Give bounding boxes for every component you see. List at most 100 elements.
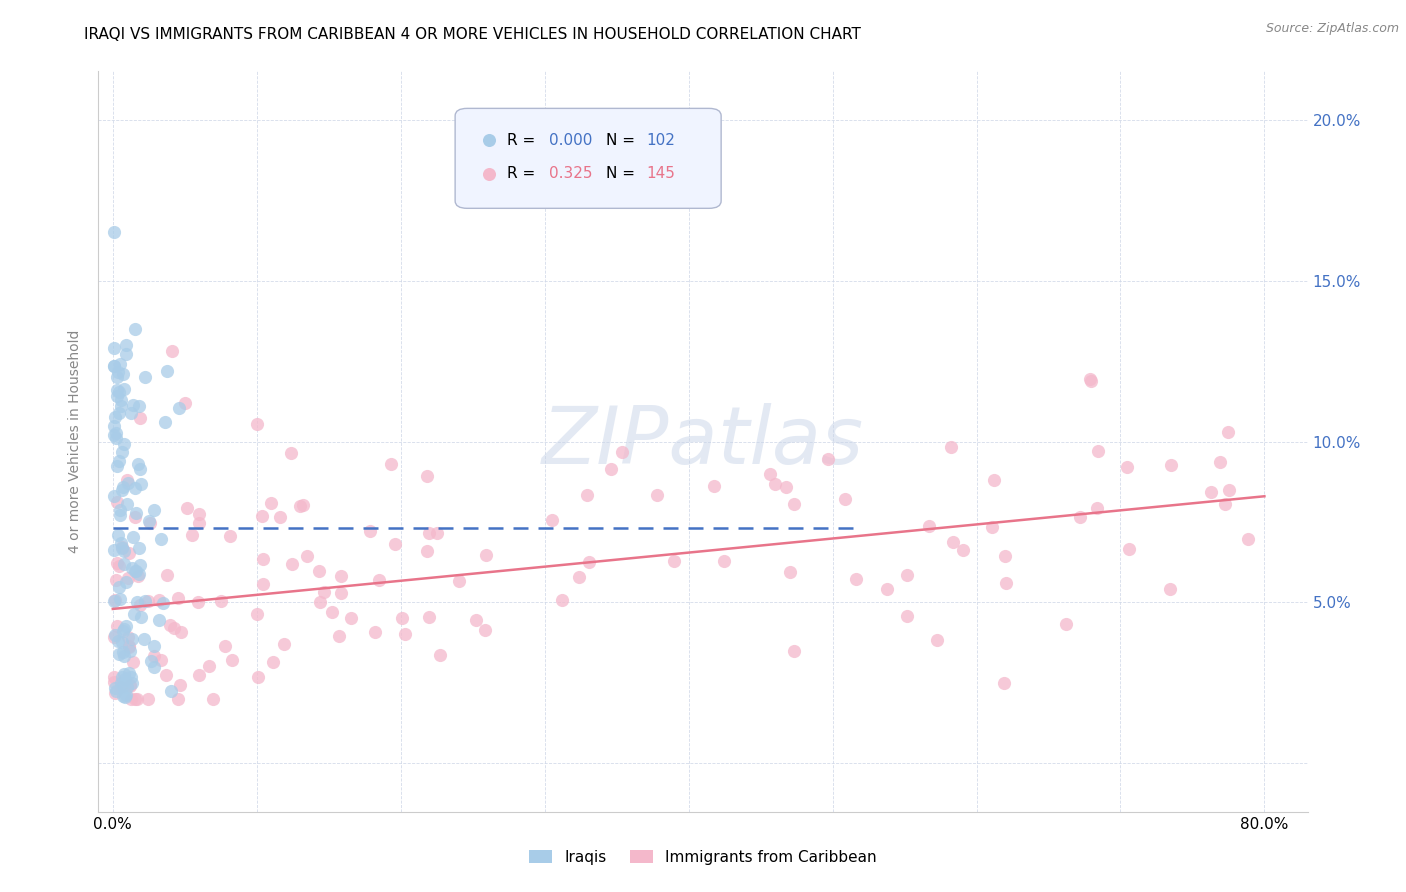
Point [187, 667, 209, 681]
Point [103, 670, 125, 684]
Point [416, 544, 439, 558]
Point [121, 692, 143, 706]
Point [330, 569, 353, 583]
Point [117, 497, 139, 511]
Point [138, 515, 160, 529]
Point [221, 653, 243, 667]
Point [391, 611, 413, 625]
Point [127, 457, 149, 471]
Point [163, 620, 186, 634]
Point [103, 543, 125, 558]
Point [129, 558, 152, 572]
Point [136, 594, 159, 608]
Point [105, 619, 128, 633]
Point [108, 406, 131, 420]
Point [1115, 459, 1137, 474]
FancyBboxPatch shape [456, 109, 721, 209]
Point [121, 676, 143, 690]
Point [104, 628, 127, 642]
Point [118, 640, 141, 654]
Point [103, 341, 125, 355]
Point [114, 619, 136, 633]
Point [252, 551, 274, 566]
Point [394, 627, 416, 641]
Point [150, 653, 173, 667]
Point [993, 675, 1015, 690]
Point [845, 572, 868, 586]
Point [260, 496, 283, 510]
Point [783, 497, 806, 511]
Point [118, 678, 141, 692]
Point [464, 613, 486, 627]
Point [575, 488, 598, 502]
Point [416, 469, 439, 483]
Point [128, 598, 150, 612]
Point [103, 359, 125, 373]
Point [129, 411, 152, 425]
Point [167, 401, 190, 416]
Point [110, 535, 132, 549]
Text: 0.325: 0.325 [550, 166, 593, 181]
Point [578, 555, 600, 569]
Point [983, 473, 1005, 487]
Point [551, 593, 574, 607]
Point [108, 385, 131, 400]
Point [152, 596, 174, 610]
Point [321, 605, 343, 619]
Point [187, 595, 209, 609]
Point [612, 445, 634, 459]
Point [1078, 372, 1101, 386]
Point [246, 670, 269, 684]
Point [112, 382, 135, 396]
Point [169, 678, 191, 692]
Point [114, 574, 136, 589]
Point [1080, 374, 1102, 388]
Point [105, 389, 128, 403]
Point [112, 624, 135, 638]
Point [917, 518, 939, 533]
Point [129, 609, 152, 624]
Point [252, 577, 274, 591]
Point [114, 347, 136, 361]
Point [114, 688, 136, 702]
Point [160, 344, 183, 359]
Point [121, 561, 143, 575]
Point [112, 437, 135, 451]
Point [105, 556, 128, 570]
Point [139, 654, 162, 668]
Point [280, 446, 302, 460]
Point [1213, 497, 1236, 511]
Point [662, 554, 685, 568]
Point [568, 570, 591, 584]
Point [121, 632, 143, 647]
Point [155, 364, 177, 378]
Point [114, 690, 136, 704]
Point [103, 489, 125, 503]
Legend: Iraqis, Immigrants from Caribbean: Iraqis, Immigrants from Caribbean [523, 844, 883, 871]
Text: 145: 145 [647, 166, 675, 181]
Point [1085, 500, 1108, 515]
Point [112, 544, 135, 558]
Point [269, 510, 291, 524]
Point [167, 591, 190, 605]
Point [994, 575, 1017, 590]
Point [105, 494, 128, 508]
Text: R =: R = [508, 166, 540, 181]
Point [127, 569, 149, 583]
Point [170, 624, 193, 639]
Point [103, 428, 125, 442]
Point [153, 415, 176, 429]
Point [120, 644, 142, 658]
Point [104, 425, 127, 440]
Point [214, 639, 236, 653]
Point [112, 557, 135, 571]
Point [384, 537, 406, 551]
Point [104, 686, 127, 700]
Point [942, 535, 965, 549]
Point [112, 367, 135, 381]
Point [281, 557, 304, 571]
Point [112, 649, 135, 664]
Point [600, 461, 623, 475]
Point [941, 440, 963, 454]
Point [139, 516, 162, 530]
